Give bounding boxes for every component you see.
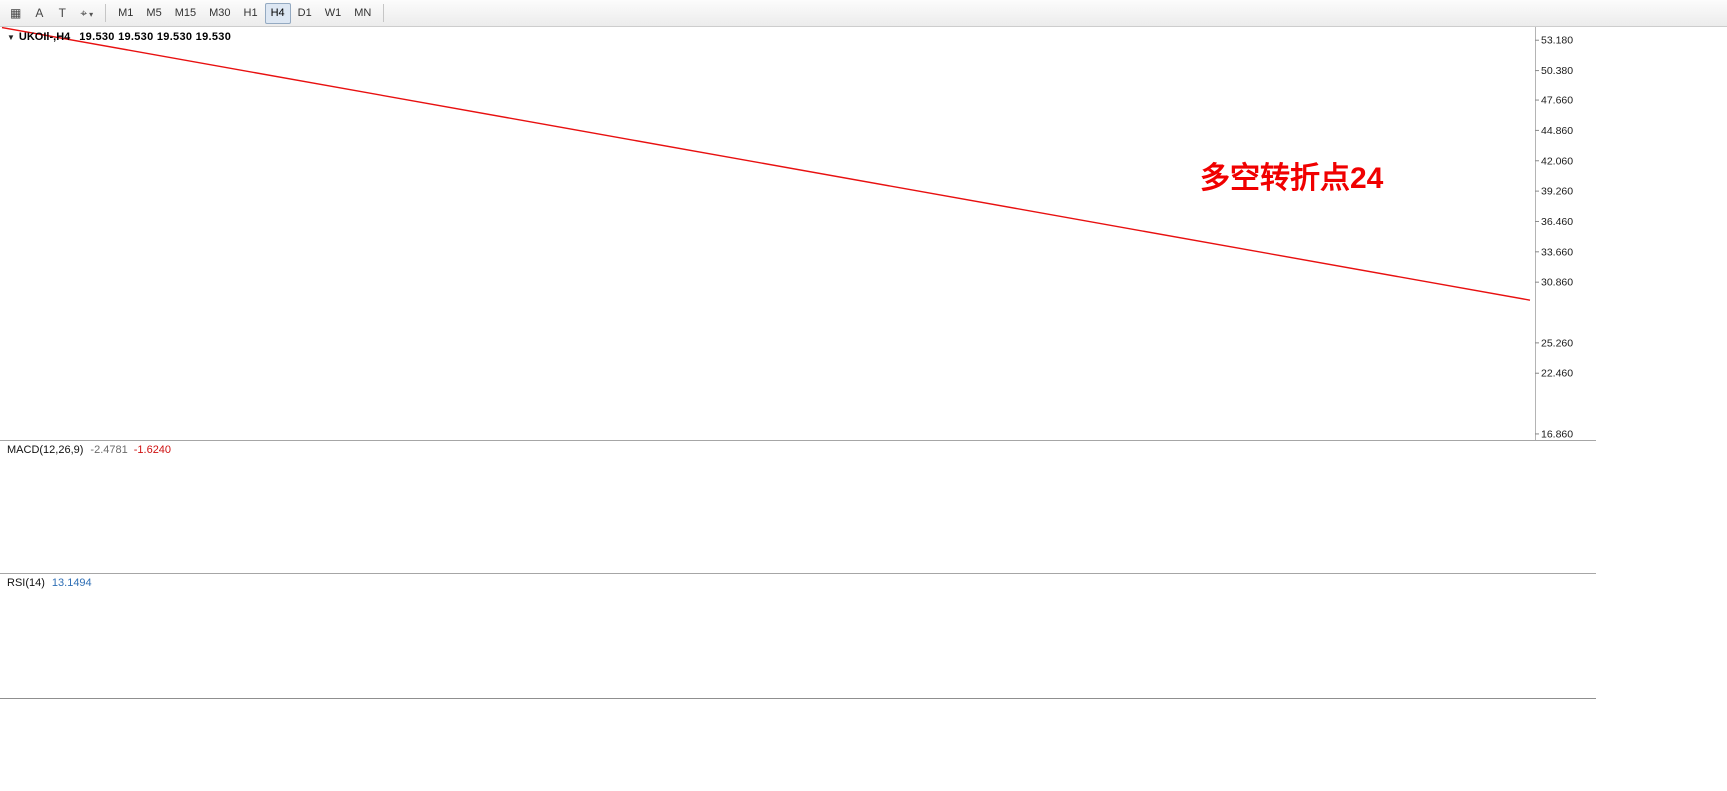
- timeframe-m5[interactable]: M5: [140, 3, 167, 24]
- macd-label: MACD(12,26,9) -2.4781 -1.6240: [7, 444, 171, 456]
- macd-name: MACD(12,26,9): [7, 444, 84, 456]
- timeframe-w1[interactable]: W1: [319, 3, 348, 24]
- chart-title: ▼ UKOIl-,H4 19.530 19.530 19.530 19.530: [7, 31, 231, 43]
- price-axis-label: 47.660: [1541, 95, 1573, 107]
- time-axis[interactable]: [0, 698, 1596, 723]
- price-axis-label: 16.860: [1541, 428, 1573, 440]
- rsi-name: RSI(14): [7, 577, 45, 589]
- timeframe-d1[interactable]: D1: [292, 3, 318, 24]
- tick-chart-tool-button[interactable]: ▦: [4, 3, 27, 24]
- price-axis-label: 50.380: [1541, 65, 1573, 77]
- price-axis-label: 39.260: [1541, 186, 1573, 198]
- macd-signal-value: -1.6240: [133, 444, 172, 456]
- price-axis-label: 22.460: [1541, 368, 1573, 380]
- price-axis-label: 44.860: [1541, 125, 1573, 137]
- toolbar-separator: [383, 4, 385, 22]
- toolbar-separator: [105, 4, 107, 22]
- timeframe-h4[interactable]: H4: [264, 2, 291, 24]
- price-axis-label: 30.860: [1541, 277, 1573, 289]
- main-chart-canvas[interactable]: 53.180 50.380 47.660 44.860 42.060 39.260 36.4…: [0, 26, 1600, 440]
- caret-icon: ▾: [89, 9, 94, 19]
- font-tool-button[interactable]: A: [28, 3, 50, 24]
- rsi-value: 13.1494: [51, 577, 92, 589]
- main-chart-panel[interactable]: ▼ UKOIl-,H4 19.530 19.530 19.530 19.530 多空…: [0, 26, 1596, 441]
- price-axis-label: 36.460: [1541, 216, 1573, 228]
- font-icon: A: [35, 5, 44, 20]
- tick-chart-icon: ▦: [10, 5, 22, 20]
- rsi-canvas[interactable]: [0, 574, 1600, 698]
- timeframe-m30[interactable]: M30: [203, 3, 236, 24]
- tool-group: ▦ A T ⌖ ▾: [4, 3, 99, 24]
- chart-annotation-text[interactable]: 多空转折点24: [1200, 162, 1384, 195]
- macd-main-value: -2.4781: [90, 444, 128, 456]
- descending-trendline[interactable]: [1, 26, 1531, 301]
- ohlc-values: 19.530 19.530 19.530 19.530: [79, 31, 232, 43]
- timeframe-h1[interactable]: H1: [238, 3, 264, 24]
- rsi-panel[interactable]: RSI(14) 13.1494: [0, 574, 1596, 699]
- price-axis-label: 25.260: [1541, 337, 1573, 349]
- timeframe-m1[interactable]: M1: [112, 3, 139, 24]
- crosshair-icon: ⌖: [80, 5, 88, 20]
- symbol-timeframe-label: UKOIl-,H4: [18, 31, 71, 43]
- price-axis-label: 53.180: [1541, 35, 1573, 47]
- timeframe-m15[interactable]: M15: [169, 3, 202, 24]
- price-axis-label: 42.060: [1541, 155, 1573, 167]
- timeframe-mn[interactable]: MN: [348, 3, 377, 24]
- macd-panel[interactable]: MACD(12,26,9) -2.4781 -1.6240: [0, 441, 1596, 574]
- top-toolbar: ▦ A T ⌖ ▾ M1 M5 M15 M30 H1 H4 D1 W1 MN: [0, 0, 1727, 27]
- macd-canvas[interactable]: [0, 441, 1600, 573]
- crosshair-tool-button[interactable]: ⌖ ▾: [74, 3, 99, 24]
- price-axis-label: 33.660: [1541, 246, 1573, 258]
- text-icon: T: [58, 5, 67, 20]
- rsi-label: RSI(14) 13.1494: [7, 577, 92, 589]
- timeframe-group: M1 M5 M15 M30 H1 H4 D1 W1 MN: [112, 2, 377, 24]
- chevron-down-icon[interactable]: ▼: [7, 33, 15, 42]
- text-tool-button[interactable]: T: [51, 3, 73, 24]
